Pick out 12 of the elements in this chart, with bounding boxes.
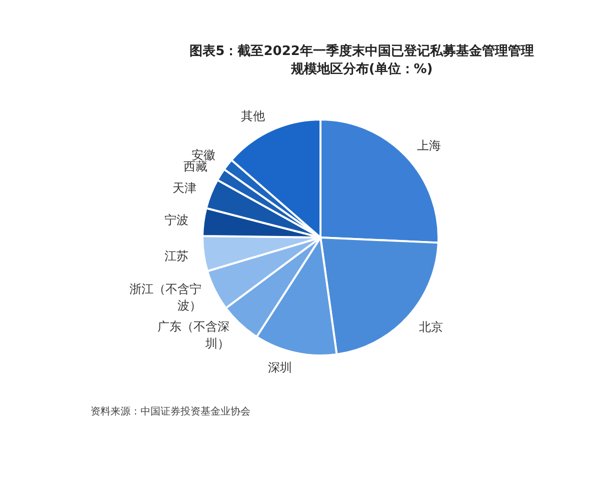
slice-label: 天津: [172, 181, 197, 196]
chart-title: 图表5：截至2022年一季度末中国已登记私募基金管理管理规模地区分布(单位：%): [190, 43, 534, 77]
slice-label: 江苏: [164, 248, 188, 263]
slice-label: 北京: [419, 320, 444, 334]
slice-label: 广东（不含深圳）: [158, 320, 230, 350]
slice-label: 上海: [416, 138, 441, 152]
text: 资料来源：中国证券投资基金业协会: [90, 406, 250, 418]
slice-label: 深圳: [268, 360, 292, 375]
slice-label: 其他: [241, 109, 266, 124]
slice-label: 宁波: [164, 212, 188, 227]
slice-label: 西藏: [184, 159, 208, 174]
slice-label: 浙江（不含宁波）: [129, 282, 202, 313]
